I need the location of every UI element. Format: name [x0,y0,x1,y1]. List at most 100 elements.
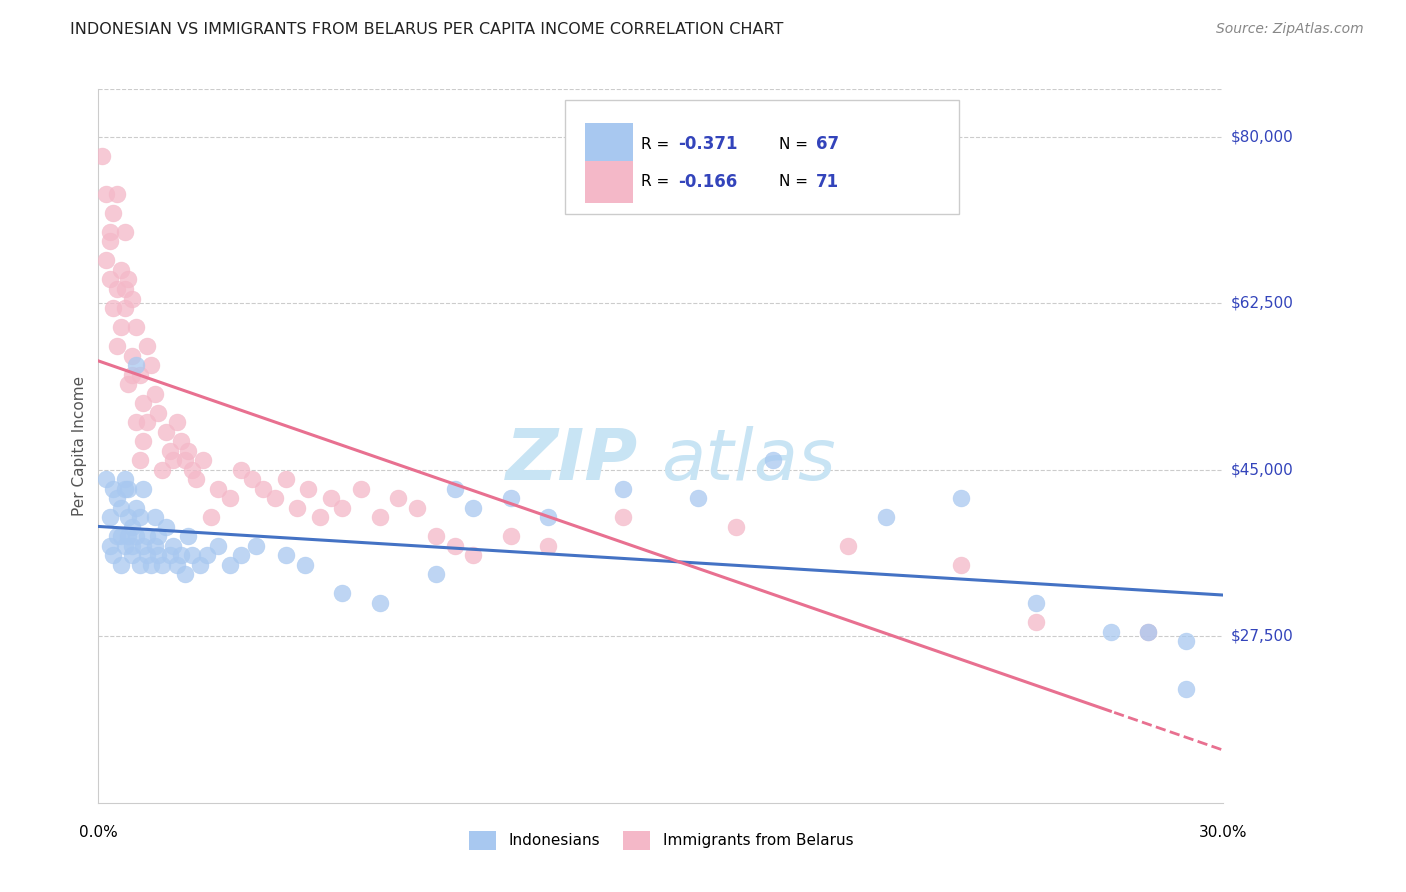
Point [136,415,159,429]
Point [294,558,316,572]
Point [537,510,560,524]
Point [117,482,139,496]
Point [949,558,972,572]
Text: 30.0%: 30.0% [1199,825,1247,840]
Point [1025,596,1047,610]
Point [105,529,128,543]
Point [114,225,136,239]
Point [110,320,132,334]
Point [537,539,560,553]
Point [218,558,240,572]
Point [170,434,193,449]
Point [148,529,170,543]
Point [724,520,747,534]
Point [245,539,267,553]
Point [274,472,297,486]
Point [193,453,215,467]
Point [319,491,342,506]
Point [132,434,155,449]
Point [121,520,143,534]
Point [200,510,222,524]
Point [139,558,162,572]
Point [98,510,121,524]
Text: 71: 71 [815,173,839,191]
Point [117,510,139,524]
Text: Source: ZipAtlas.com: Source: ZipAtlas.com [1216,22,1364,37]
Point [128,510,150,524]
Point [121,292,143,306]
Point [425,567,447,582]
Point [114,282,136,296]
Point [117,272,139,286]
Point [463,500,485,515]
Point [136,339,159,353]
Point [136,529,159,543]
Point [240,472,263,486]
Point [103,482,125,496]
Point [688,491,710,506]
Point [443,539,465,553]
FancyBboxPatch shape [585,161,633,203]
Point [1099,624,1122,639]
Point [173,453,195,467]
Y-axis label: Per Capita Income: Per Capita Income [72,376,87,516]
Point [94,186,117,201]
Point [143,510,166,524]
Point [155,425,177,439]
Point [148,549,170,563]
Point [114,539,136,553]
Point [125,358,148,372]
Point [181,463,204,477]
Point [368,596,391,610]
Point [177,529,200,543]
Point [368,510,391,524]
Point [229,463,252,477]
Point [143,386,166,401]
Point [166,558,188,572]
Point [330,586,353,600]
Point [1137,624,1160,639]
Point [143,539,166,553]
Text: N =: N = [779,175,813,189]
Point [837,539,859,553]
Point [297,482,319,496]
Point [110,529,132,543]
Point [94,253,117,268]
Point [110,558,132,572]
Point [128,368,150,382]
Point [170,549,193,563]
Text: atlas: atlas [661,425,835,495]
Point [150,558,173,572]
Point [103,301,125,315]
Point [91,149,114,163]
Point [207,482,229,496]
Point [117,377,139,392]
Point [350,482,373,496]
Point [103,549,125,563]
Legend: Indonesians, Immigrants from Belarus: Indonesians, Immigrants from Belarus [463,825,859,855]
Text: $45,000: $45,000 [1230,462,1294,477]
Point [218,491,240,506]
Text: $27,500: $27,500 [1230,629,1294,644]
Point [98,539,121,553]
Point [184,472,207,486]
Point [612,482,634,496]
FancyBboxPatch shape [585,123,633,166]
Point [162,539,184,553]
Point [173,567,195,582]
Point [195,549,218,563]
Point [181,549,204,563]
Point [94,472,117,486]
Point [103,206,125,220]
Point [274,549,297,563]
Point [121,539,143,553]
Point [499,529,522,543]
FancyBboxPatch shape [565,100,959,214]
Point [177,443,200,458]
Text: INDONESIAN VS IMMIGRANTS FROM BELARUS PER CAPITA INCOME CORRELATION CHART: INDONESIAN VS IMMIGRANTS FROM BELARUS PE… [70,22,783,37]
Point [132,539,155,553]
Text: R =: R = [641,175,673,189]
Text: 67: 67 [815,136,839,153]
Point [330,500,353,515]
Point [110,263,132,277]
